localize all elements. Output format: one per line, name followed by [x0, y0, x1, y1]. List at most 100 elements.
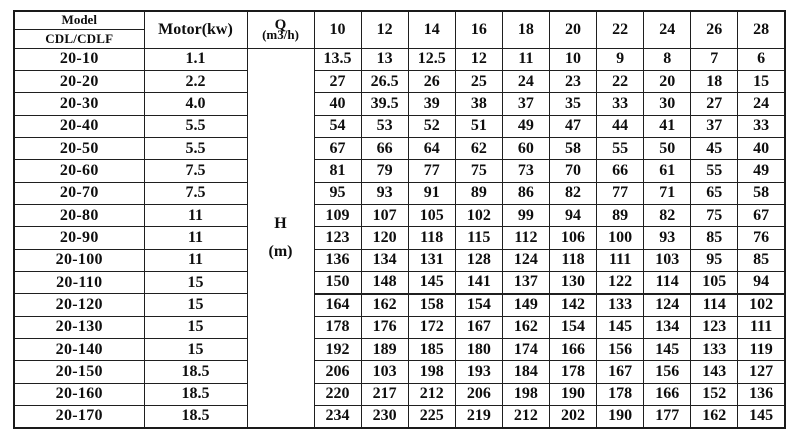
head-value-cell: 105 [407, 203, 456, 228]
head-value-cell: 120 [360, 226, 409, 250]
head-value-cell: 99 [501, 203, 550, 228]
flow-rate-unit: (m3/h) [262, 26, 299, 42]
model-cell: 20-30 [13, 92, 145, 116]
head-value-cell: 89 [454, 181, 503, 205]
head-value-cell: 106 [548, 226, 598, 250]
head-value-cell: 133 [596, 293, 645, 317]
motor-power-cell: 11 [143, 226, 248, 250]
head-value-cell: 142 [548, 293, 598, 317]
head-value-cell: 73 [501, 159, 550, 183]
flow-column-header: 12 [360, 10, 409, 49]
head-value-cell: 49 [501, 114, 550, 138]
head-value-cell: 8 [643, 47, 692, 71]
head-value-cell: 118 [548, 248, 598, 272]
model-cell: 20-130 [13, 315, 145, 339]
head-value-cell: 119 [737, 337, 786, 362]
table-row: 20-110 15 150 148 145 141 137 130 122 114 105 94 [13, 270, 786, 295]
motor-power-cell: 15 [143, 337, 248, 362]
head-value-cell: 20 [643, 69, 692, 94]
head-value-cell: 220 [313, 382, 362, 407]
head-value-cell: 12 [454, 47, 503, 71]
head-value-cell: 62 [454, 136, 503, 161]
flow-rate-header: Q (m3/h) [246, 10, 315, 49]
head-value-cell: 154 [454, 293, 503, 317]
head-value-cell: 192 [313, 337, 362, 362]
head-value-cell: 152 [690, 382, 739, 407]
model-cell: 20-90 [13, 226, 145, 250]
head-value-cell: 65 [690, 181, 739, 205]
head-value-cell: 134 [643, 315, 692, 339]
head-value-cell: 111 [596, 248, 645, 272]
head-value-cell: 166 [548, 337, 598, 362]
head-value-cell: 47 [548, 114, 598, 138]
head-value-cell: 27 [690, 92, 739, 116]
head-value-cell: 7 [690, 47, 739, 71]
model-cell: 20-10 [13, 47, 145, 71]
head-value-cell: 131 [407, 248, 456, 272]
table-row: 20-70 7.5 95 93 91 89 86 82 77 71 65 58 [13, 181, 786, 205]
head-value-cell: 85 [690, 226, 739, 250]
head-value-cell: 111 [737, 315, 786, 339]
head-value-cell: 37 [690, 114, 739, 138]
model-header: Model [13, 10, 145, 30]
motor-power-cell: 4.0 [143, 92, 248, 116]
head-value-cell: 35 [548, 92, 598, 116]
motor-power-cell: 15 [143, 315, 248, 339]
table-row: 20-30 4.0 40 39.5 39 38 37 35 33 30 27 24 [13, 92, 786, 116]
head-value-cell: 33 [737, 114, 786, 138]
head-value-cell: 112 [501, 226, 550, 250]
table-row: 20-50 5.5 67 66 64 62 60 58 55 50 45 40 [13, 136, 786, 161]
head-value-cell: 66 [360, 136, 409, 161]
head-value-cell: 154 [548, 315, 598, 339]
head-value-cell: 40 [737, 136, 786, 161]
head-value-cell: 9 [596, 47, 645, 71]
head-value-cell: 180 [454, 337, 503, 362]
head-value-cell: 26.5 [360, 69, 409, 94]
model-cell: 20-80 [13, 203, 145, 228]
head-value-cell: 103 [643, 248, 692, 272]
motor-power-cell: 5.5 [143, 136, 248, 161]
head-value-cell: 64 [407, 136, 456, 161]
head-value-cell: 71 [643, 181, 692, 205]
model-cell: 20-140 [13, 337, 145, 362]
head-value-cell: 6 [737, 47, 786, 71]
motor-power-cell: 2.2 [143, 69, 248, 94]
head-value-cell: 70 [548, 159, 598, 183]
head-value-cell: 158 [407, 293, 456, 317]
head-value-cell: 177 [643, 404, 692, 429]
table-row: 20-40 5.5 54 53 52 51 49 47 44 41 37 33 [13, 114, 786, 138]
head-value-cell: 234 [313, 404, 362, 429]
table-row: 20-150 18.5 206 103 198 193 184 178 167 156 143 127 [13, 360, 786, 384]
head-value-cell: 24 [737, 92, 786, 116]
head-value-cell: 212 [501, 404, 550, 429]
head-value-cell: 37 [501, 92, 550, 116]
head-value-cell: 49 [737, 159, 786, 183]
head-value-cell: 85 [737, 248, 786, 272]
table-row: 20-120 15 164 162 158 154 149 142 133 124 114 102 [13, 293, 786, 317]
head-value-cell: 167 [454, 315, 503, 339]
head-value-cell: 178 [596, 382, 645, 407]
head-value-cell: 128 [454, 248, 503, 272]
head-value-cell: 75 [690, 203, 739, 228]
head-value-cell: 67 [313, 136, 362, 161]
table-row: 20-170 18.5 234 230 225 219 212 202 190 177 162 145 [13, 404, 786, 429]
head-value-cell: 190 [548, 382, 598, 407]
head-value-cell: 81 [313, 159, 362, 183]
table-row: 20-20 2.2 27 26.5 26 25 24 23 22 20 18 15 [13, 69, 786, 94]
model-cell: 20-20 [13, 69, 145, 94]
head-value-cell: 77 [596, 181, 645, 205]
head-value-cell: 114 [643, 270, 692, 295]
head-value-cell: 217 [360, 382, 409, 407]
head-value-cell: 27 [313, 69, 362, 94]
head-value-cell: 167 [596, 360, 645, 384]
head-value-cell: 58 [548, 136, 598, 161]
head-value-cell: 60 [501, 136, 550, 161]
head-value-cell: 206 [313, 360, 362, 384]
head-value-cell: 86 [501, 181, 550, 205]
head-value-cell: 184 [501, 360, 550, 384]
head-value-cell: 156 [596, 337, 645, 362]
head-value-cell: 134 [360, 248, 409, 272]
head-value-cell: 193 [454, 360, 503, 384]
head-value-cell: 103 [360, 360, 409, 384]
head-value-cell: 51 [454, 114, 503, 138]
